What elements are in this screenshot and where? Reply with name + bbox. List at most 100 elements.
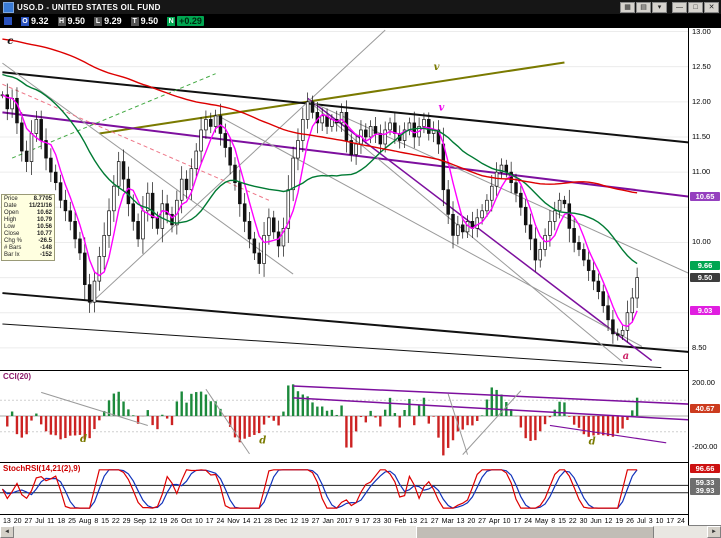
date-label: 29 <box>122 518 131 525</box>
quote-field-value: +0.29 <box>177 16 204 26</box>
date-label: 10 <box>194 518 203 525</box>
stochrsi-label: StochRSI(14,21(2),9) <box>3 464 81 473</box>
close-button[interactable]: ✕ <box>704 1 719 13</box>
candles-layer <box>0 83 639 344</box>
axis-marker: 96.66 <box>690 464 720 474</box>
quote-field: T 9.50 <box>130 16 159 26</box>
date-label: 26 <box>170 518 179 525</box>
date-label: Feb <box>394 518 407 525</box>
window-title: USO.D - UNITED STATES OIL FUND <box>17 2 161 12</box>
tooltip-label: Close <box>4 231 20 237</box>
titlebar[interactable]: USO.D - UNITED STATES OIL FUND ▦ ▤ ▾ — □ ✕ <box>0 0 721 14</box>
date-label: 24 <box>216 518 225 525</box>
date-label: 30 <box>579 518 588 525</box>
date-label: 3 <box>648 518 653 525</box>
ma-line-slow <box>2 38 638 194</box>
date-label: Jul <box>636 518 646 525</box>
titlebar-tool-button[interactable]: ▦ <box>620 1 635 13</box>
date-label: 20 <box>467 518 476 525</box>
axis-tick: 8.50 <box>692 342 707 352</box>
tooltip-row: Bar Ix -152 <box>4 252 52 259</box>
axis-tick: -200.00 <box>692 441 718 451</box>
svg-text:v: v <box>438 102 444 113</box>
date-label: 27 <box>430 518 439 525</box>
tooltip-row: Open 10.62 <box>4 210 52 217</box>
tooltip-value: -152 <box>39 252 52 258</box>
tooltip-label: Date <box>4 203 17 209</box>
date-axis: 13 20 27 Jul 11 18 25 Aug 8 15 22 29 Sep 12 19 26 Oct 10 1… <box>0 515 688 528</box>
date-label: 8 <box>94 518 99 525</box>
date-label: 30 <box>383 518 392 525</box>
quote-field-label: N <box>167 16 176 26</box>
date-label: 10 <box>502 518 511 525</box>
date-label: Oct <box>181 518 192 525</box>
date-label: 9 <box>355 518 360 525</box>
axis-tick: 12.00 <box>692 96 711 106</box>
tooltip-label: Low <box>4 224 16 230</box>
axis-tick: 13.00 <box>692 26 711 36</box>
date-label: Mar <box>441 518 454 525</box>
date-label: 12 <box>290 518 299 525</box>
tooltip-label: Price <box>4 196 18 202</box>
axis-marker: 9.50 <box>690 272 720 282</box>
svg-text:v: v <box>434 62 440 73</box>
quote-field-value: 9.50 <box>67 16 86 26</box>
titlebar-tool-button[interactable]: ▤ <box>636 1 651 13</box>
date-label: 19 <box>159 518 168 525</box>
titlebar-tool-button[interactable]: ▾ <box>652 1 667 13</box>
tooltip-label: # Bars <box>4 245 22 251</box>
cci-trendlines <box>41 385 688 455</box>
stochrsi-chart[interactable] <box>0 463 688 513</box>
tooltip-row: Date 11/21/16 <box>4 203 52 210</box>
date-label: 26 <box>626 518 634 525</box>
scrollbar-track[interactable] <box>14 526 707 538</box>
date-label: 17 <box>362 518 370 525</box>
svg-text:a: a <box>623 351 629 362</box>
date-label: Sep <box>133 518 146 525</box>
quote-field-label: H <box>57 16 66 26</box>
date-label: Jan <box>322 518 334 525</box>
price-axis: 13.00 12.50 12.00 11.50 11.00 10.00 8.50 200.00… <box>688 26 721 525</box>
quote-field: H 9.50 <box>57 16 86 26</box>
axis-tick: 10.00 <box>692 237 711 247</box>
date-label: 18 <box>57 518 66 525</box>
tooltip-label: High <box>4 217 17 223</box>
minimize-button[interactable]: — <box>672 1 687 13</box>
quote-field-value: 9.50 <box>140 16 159 26</box>
date-label: 12 <box>148 518 157 525</box>
quote-field-label: O <box>21 16 29 26</box>
tooltip-row: # Bars -148 <box>4 245 52 252</box>
scroll-right-button[interactable]: ► <box>707 526 721 538</box>
maximize-button[interactable]: □ <box>688 1 703 13</box>
scrollbar-thumb[interactable] <box>415 526 654 538</box>
date-label: 27 <box>24 518 33 525</box>
quote-field: N +0.29 <box>167 16 204 26</box>
date-label: 22 <box>568 518 577 525</box>
date-label: Aug <box>78 518 92 525</box>
date-label: Jul <box>35 518 45 525</box>
date-label: 24 <box>677 518 685 525</box>
tooltip-row: Chg % -26.5 <box>4 238 52 245</box>
date-label: 13 <box>3 518 11 525</box>
quote-field: O 9.32 <box>21 16 49 26</box>
date-label: 11 <box>47 518 55 525</box>
date-label: 22 <box>111 518 120 525</box>
axis-tick: 12.50 <box>692 61 711 71</box>
tooltip-row: Close 10.77 <box>4 231 52 238</box>
svg-text:d: d <box>589 436 596 447</box>
quote-field-value: 9.32 <box>31 16 49 26</box>
horizontal-scrollbar[interactable]: ◄ ► <box>0 525 721 538</box>
data-tooltip: Price 8.7705 Date 11/21/16 Open 10.62 High 10.7… <box>1 194 55 261</box>
date-label: 13 <box>409 518 418 525</box>
candlestick-chart[interactable]: c v v a <box>0 28 688 369</box>
scroll-left-button[interactable]: ◄ <box>0 526 14 538</box>
date-label: 15 <box>558 518 566 525</box>
tooltip-value: 11/21/16 <box>28 203 52 209</box>
axis-marker: 10.65 <box>690 191 720 201</box>
quote-field-label: T <box>130 16 139 26</box>
date-label: 19 <box>301 518 309 525</box>
stochrsi-k-line <box>1 469 638 509</box>
